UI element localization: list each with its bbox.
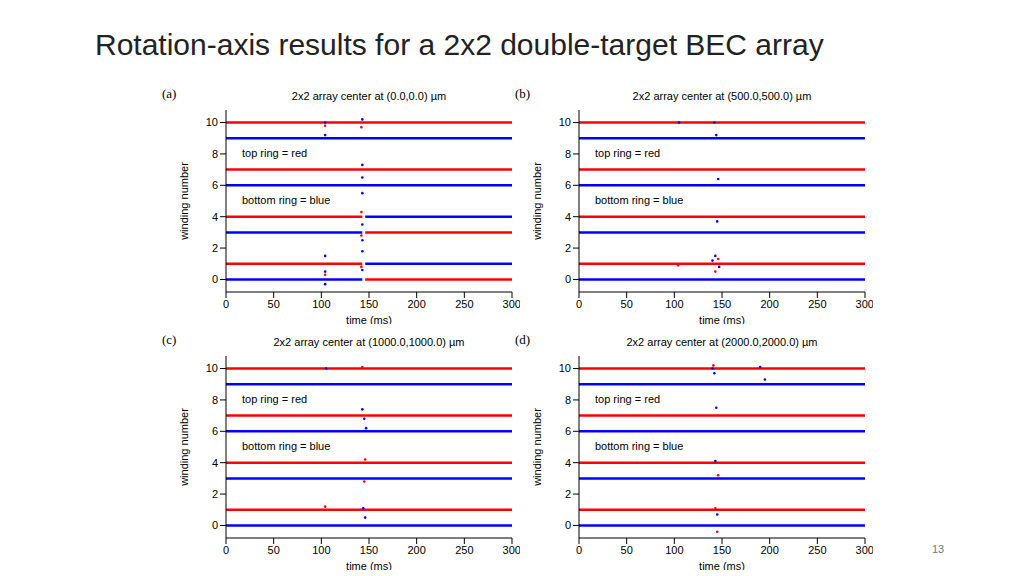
svg-text:150: 150 bbox=[713, 544, 731, 556]
svg-text:100: 100 bbox=[665, 544, 683, 556]
svg-text:winding number: winding number bbox=[180, 162, 190, 241]
svg-text:250: 250 bbox=[808, 544, 826, 556]
html-text:(c): (c) bbox=[162, 332, 177, 347]
html-text:bottom ring = blue: bottom ring = blue bbox=[595, 194, 684, 206]
html-text:top ring = red: top ring = red bbox=[242, 392, 308, 405]
html-text:bottom ring = blue: bottom ring = blue bbox=[242, 440, 331, 452]
svg-text:100: 100 bbox=[665, 298, 683, 310]
svg-text:150: 150 bbox=[360, 298, 378, 310]
svg-text:100: 100 bbox=[312, 544, 330, 556]
svg-text:time (ms): time (ms) bbox=[699, 314, 745, 324]
svg-text:2: 2 bbox=[212, 242, 218, 254]
svg-text:2: 2 bbox=[565, 242, 571, 254]
html-text:(b): (b) bbox=[515, 86, 531, 101]
html-text:(a): (a) bbox=[162, 86, 177, 101]
svg-text:300: 300 bbox=[856, 544, 873, 556]
svg-text:4: 4 bbox=[212, 457, 218, 469]
svg-text:winding number: winding number bbox=[533, 408, 543, 487]
svg-text:winding number: winding number bbox=[533, 162, 543, 241]
svg-text:6: 6 bbox=[565, 179, 571, 191]
svg-text:2: 2 bbox=[212, 488, 218, 500]
svg-text:200: 200 bbox=[760, 298, 778, 310]
svg-text:50: 50 bbox=[268, 298, 280, 310]
svg-text:8: 8 bbox=[565, 394, 571, 406]
svg-text:250: 250 bbox=[455, 544, 473, 556]
svg-text:time (ms): time (ms) bbox=[699, 560, 745, 570]
svg-text:200: 200 bbox=[760, 544, 778, 556]
html-text:bottom ring = blue: bottom ring = blue bbox=[595, 440, 684, 452]
svg-text:250: 250 bbox=[455, 298, 473, 310]
svg-text:0: 0 bbox=[565, 273, 571, 285]
svg-text:300: 300 bbox=[503, 298, 520, 310]
svg-text:10: 10 bbox=[206, 362, 218, 374]
svg-text:100: 100 bbox=[312, 298, 330, 310]
svg-text:50: 50 bbox=[621, 298, 633, 310]
svg-text:150: 150 bbox=[360, 544, 378, 556]
svg-text:200: 200 bbox=[407, 298, 425, 310]
html-text:top ring = red: top ring = red bbox=[595, 146, 661, 159]
html-text:bottom ring = blue: bottom ring = blue bbox=[242, 194, 331, 206]
svg-text:6: 6 bbox=[212, 179, 218, 191]
svg-text:300: 300 bbox=[856, 298, 873, 310]
svg-text:8: 8 bbox=[565, 148, 571, 160]
svg-text:6: 6 bbox=[565, 425, 571, 437]
svg-text:0: 0 bbox=[212, 273, 218, 285]
svg-text:10: 10 bbox=[559, 362, 571, 374]
html-text:2x2 array center at (1000.0,10: 2x2 array center at (1000.0,1000.0) µm bbox=[273, 336, 465, 348]
svg-text:0: 0 bbox=[223, 298, 229, 310]
html-text:2x2 array center at (500.0,500: 2x2 array center at (500.0,500.0) µm bbox=[632, 90, 812, 102]
svg-text:50: 50 bbox=[268, 544, 280, 556]
svg-text:10: 10 bbox=[559, 116, 571, 128]
svg-text:winding number: winding number bbox=[180, 408, 190, 487]
svg-text:150: 150 bbox=[713, 298, 731, 310]
html-text:top ring = red: top ring = red bbox=[242, 146, 308, 159]
svg-text:0: 0 bbox=[212, 519, 218, 531]
svg-text:8: 8 bbox=[212, 148, 218, 160]
html-text:13: 13 bbox=[932, 543, 945, 555]
html-text:(d): (d) bbox=[515, 332, 531, 347]
svg-text:4: 4 bbox=[212, 211, 218, 223]
svg-text:2: 2 bbox=[565, 488, 571, 500]
svg-text:200: 200 bbox=[407, 544, 425, 556]
svg-text:300: 300 bbox=[503, 544, 520, 556]
svg-text:time (ms): time (ms) bbox=[346, 314, 392, 324]
svg-text:4: 4 bbox=[565, 457, 571, 469]
svg-text:250: 250 bbox=[808, 298, 826, 310]
html-text:2x2 array center at (0.0,0.0): 2x2 array center at (0.0,0.0) µm bbox=[291, 90, 447, 102]
svg-text:10: 10 bbox=[206, 116, 218, 128]
svg-text:50: 50 bbox=[621, 544, 633, 556]
svg-text:0: 0 bbox=[565, 519, 571, 531]
html-text:top ring = red: top ring = red bbox=[595, 392, 661, 405]
svg-text:0: 0 bbox=[576, 544, 582, 556]
svg-text:8: 8 bbox=[212, 394, 218, 406]
svg-text:time (ms): time (ms) bbox=[346, 560, 392, 570]
svg-text:4: 4 bbox=[565, 211, 571, 223]
svg-text:6: 6 bbox=[212, 425, 218, 437]
html-text:Rotation-axis results for a 2x: Rotation-axis results for a 2x2 double-t… bbox=[95, 28, 824, 61]
svg-text:0: 0 bbox=[223, 544, 229, 556]
svg-text:0: 0 bbox=[576, 298, 582, 310]
html-text:2x2 array center at (2000.0,20: 2x2 array center at (2000.0,2000.0) µm bbox=[626, 336, 818, 348]
